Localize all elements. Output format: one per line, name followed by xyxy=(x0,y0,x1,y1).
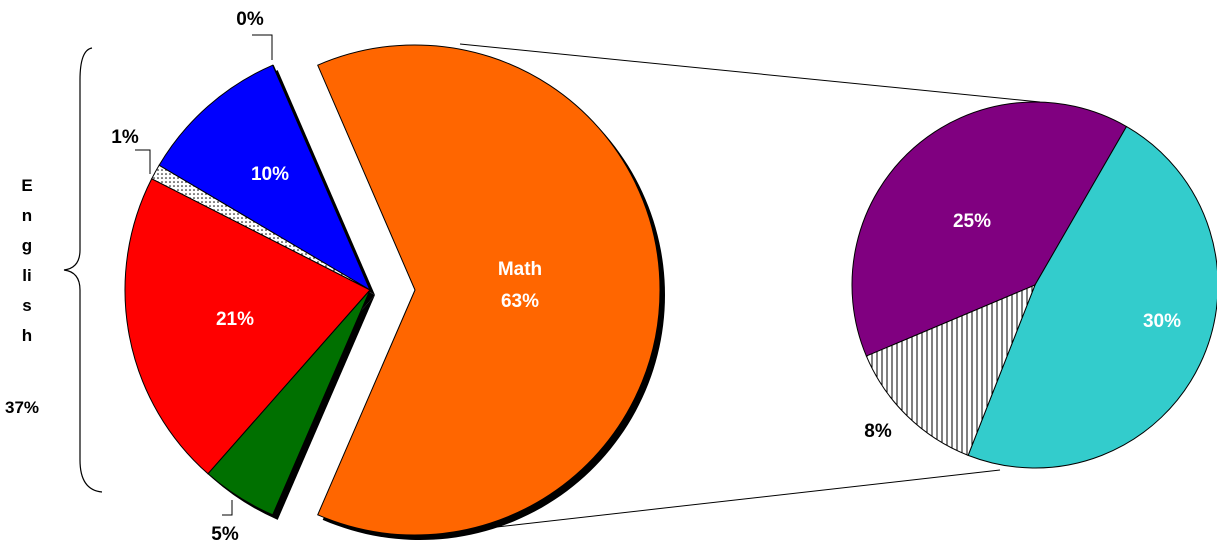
data-label: 30% xyxy=(1143,311,1181,332)
data-label: 0% xyxy=(236,9,264,30)
data-label: 21% xyxy=(216,309,254,330)
data-label: 1% xyxy=(111,127,139,148)
pie-slice xyxy=(124,178,371,475)
group-value: 37% xyxy=(5,398,40,417)
connector xyxy=(469,469,1001,531)
pie-slice xyxy=(158,64,372,292)
brace xyxy=(63,47,103,493)
leader-line xyxy=(222,500,233,516)
pie-slice xyxy=(317,44,661,536)
connector xyxy=(459,43,1041,103)
data-label: 63% xyxy=(501,291,539,312)
leader-line xyxy=(252,34,273,60)
pie-slice xyxy=(207,289,371,516)
group-label: English xyxy=(21,176,33,345)
data-label: 25% xyxy=(953,211,991,232)
data-label: 10% xyxy=(251,164,289,185)
data-label: 5% xyxy=(211,524,239,545)
pie-slice xyxy=(851,101,1128,357)
pie-slice xyxy=(865,284,1036,456)
pie-slice xyxy=(967,125,1217,469)
data-label: 8% xyxy=(864,421,892,442)
slice-label: Math xyxy=(498,259,542,280)
leader-line xyxy=(135,149,151,174)
